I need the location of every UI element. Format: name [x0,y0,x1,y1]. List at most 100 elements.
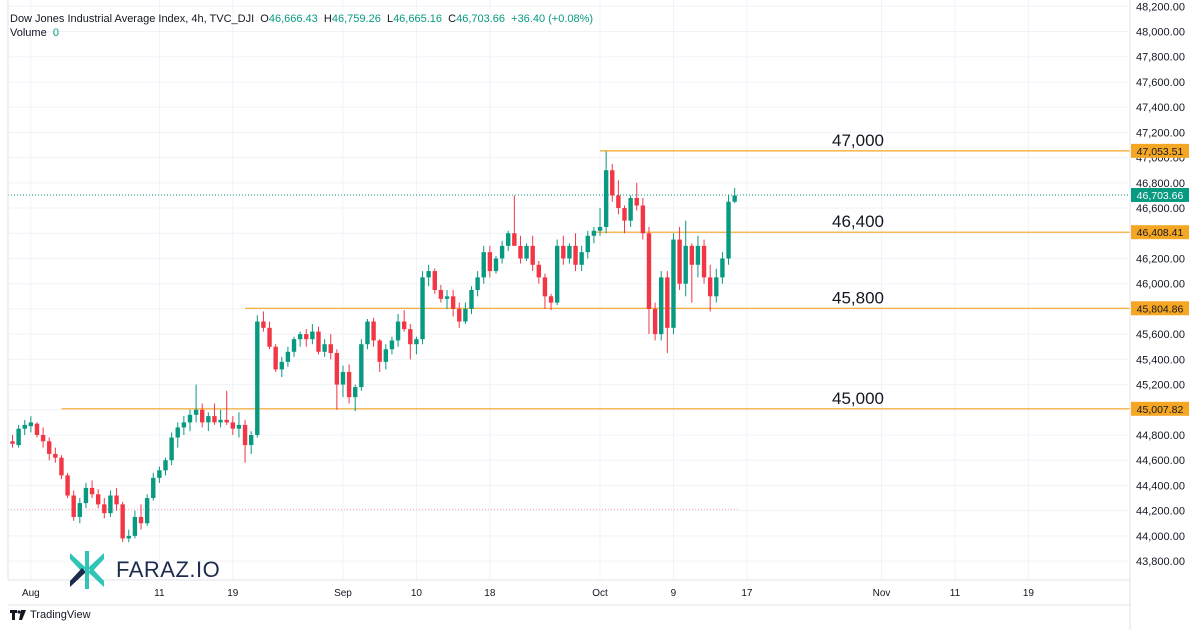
candle-body [59,457,64,476]
candle [316,326,321,355]
time-tick-label[interactable]: 17 [741,588,753,599]
candle [200,403,205,428]
candle [506,230,511,251]
candle [536,261,542,284]
candle [218,409,223,428]
candle [616,180,621,215]
price-tick-label[interactable]: 45,200.00 [1136,380,1185,392]
time-tick-label[interactable]: 18 [484,588,496,599]
candle [707,264,713,312]
candle-body [573,245,578,265]
candle [28,416,34,433]
time-tick-label[interactable]: Nov [873,588,891,599]
candle [248,431,254,454]
candle-body [487,252,493,272]
price-tick-label[interactable]: 46,800.00 [1136,178,1185,190]
candle [640,197,646,240]
candle-body [493,258,499,272]
candle-body [365,321,370,345]
candle-body [450,296,456,309]
candle-body [506,233,511,246]
level-labels: 47,053.51 47,000 46,408.41 46,400 45,804.86 4… [832,131,1189,416]
tradingview-logo-icon [10,610,26,620]
chart-legend: Dow Jones Industrial Average Index, 4h, … [10,12,593,40]
price-tick-label[interactable]: 47,600.00 [1136,77,1185,89]
candle-body [126,535,131,539]
level-price-tag [1131,401,1189,416]
candle-body [175,427,180,438]
price-tick-label[interactable]: 44,400.00 [1136,480,1185,492]
candle-body [652,308,658,335]
candle-body [554,245,560,303]
candle-body [677,239,682,284]
candle-body [512,233,517,246]
candle [181,416,187,435]
candle [677,226,682,290]
candle-body [548,296,554,303]
candle-body [193,409,199,415]
legend-ohlc-row: Dow Jones Industrial Average Index, 4h, … [10,12,593,26]
legend-volume-row: Volume 0 [10,26,593,40]
time-tick-label[interactable]: 11 [950,588,961,599]
price-tick-label[interactable]: 46,000.00 [1136,279,1185,291]
candle-body [622,208,627,221]
time-tick-label[interactable]: Oct [592,588,608,599]
price-tick-label[interactable]: 45,400.00 [1136,354,1185,366]
price-tick-label[interactable]: 46,200.00 [1136,253,1185,265]
candle [646,226,652,335]
time-tick-label[interactable]: Aug [22,588,40,599]
price-tick-label[interactable]: 48,200.00 [1136,1,1185,13]
candle-body [28,422,34,427]
candle [291,336,297,357]
price-tick-label[interactable]: 46,600.00 [1136,203,1185,215]
price-tick-label[interactable]: 47,400.00 [1136,102,1185,114]
time-tick-label[interactable]: 11 [154,588,165,599]
time-tick-label[interactable]: 19 [227,588,239,599]
time-axis[interactable]: Aug 11 19 Sep 10 18 Oct 9 17 Nov 11 19 [8,579,1130,606]
price-tick-label[interactable]: 44,000.00 [1136,531,1185,543]
legend-volume-value: 0 [52,27,59,39]
price-tick-label[interactable]: 48,000.00 [1136,27,1185,39]
price-tick-label[interactable]: 44,600.00 [1136,455,1185,467]
time-tick-label[interactable]: 10 [411,588,423,599]
candle [267,321,272,350]
candle [395,313,401,347]
legend-volume-label: Volume [10,27,47,39]
price-tick-label[interactable]: 45,600.00 [1136,329,1185,341]
candle-body [689,245,695,265]
candle-body [187,414,193,423]
candle-body [683,245,688,284]
candle [493,255,499,274]
candles [10,151,737,543]
price-tick-label[interactable]: 44,800.00 [1136,430,1185,442]
price-tick-label[interactable]: 47,800.00 [1136,52,1185,64]
candle-body [530,245,535,265]
price-tick-label[interactable]: 43,800.00 [1136,556,1185,568]
price-axis[interactable]: 43,800.00 44,000.00 44,200.00 44,400.00 44,6… [7,0,1185,630]
candle-body [542,277,548,297]
time-tick-label[interactable]: 9 [671,588,677,599]
candle [475,271,480,297]
candle [652,302,658,341]
candle [463,302,468,325]
candle [554,239,560,306]
tradingview-branding[interactable]: TradingView [10,609,91,621]
candle [359,339,364,391]
candle-body [469,290,474,309]
candle-body [169,437,174,461]
candle [567,243,572,264]
time-tick-label[interactable]: 19 [1023,588,1035,599]
price-tick-label[interactable]: 47,200.00 [1136,127,1185,139]
legend-open-label: O [260,13,269,25]
tradingview-label: TradingView [30,609,91,621]
candle-body [665,277,670,328]
candle-body [408,329,413,345]
price-tick-label[interactable]: 44,200.00 [1136,506,1185,518]
candle-body [77,503,83,517]
time-tick-label[interactable]: Sep [334,588,352,599]
candle-body [10,441,15,444]
candle [285,346,291,367]
candle-body [95,494,101,505]
candle-body [102,504,107,514]
